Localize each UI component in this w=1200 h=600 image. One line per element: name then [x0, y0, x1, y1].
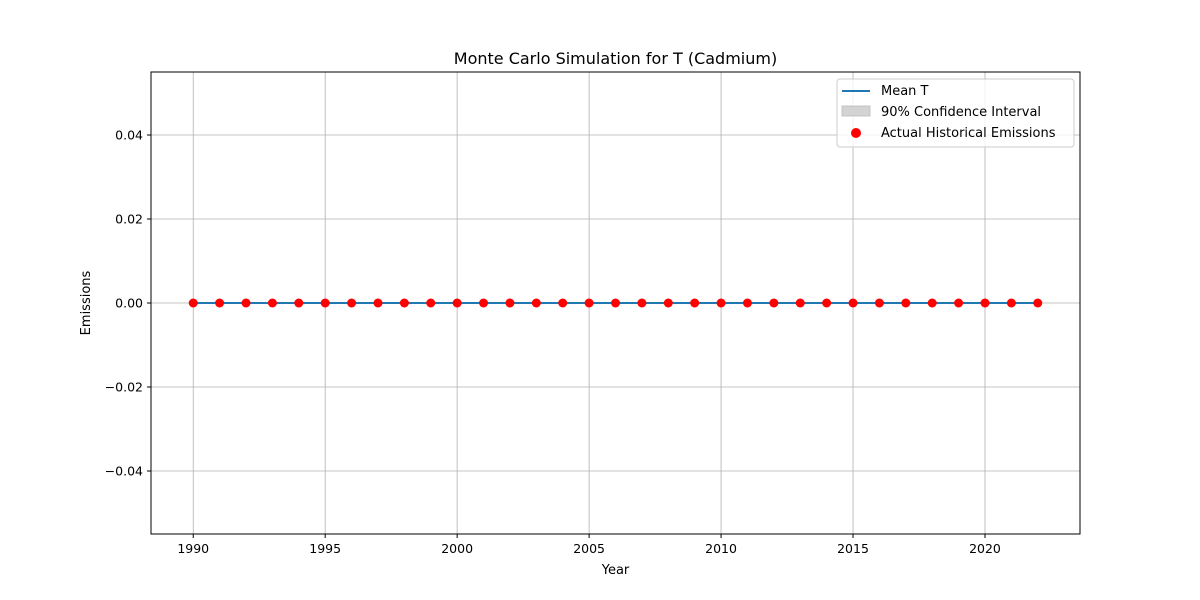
- legend-label-mean: Mean T: [881, 84, 929, 99]
- historical-emission-point: [373, 298, 383, 308]
- x-tick-label: 1995: [309, 541, 341, 556]
- legend-label-interval: 90% Confidence Interval: [881, 105, 1041, 120]
- historical-emission-point: [769, 298, 779, 308]
- legend-scatter-swatch: [851, 128, 861, 138]
- historical-emission-point: [399, 298, 409, 308]
- y-tick-label: 0.04: [115, 128, 143, 143]
- historical-emission-point: [663, 298, 673, 308]
- historical-emission-point: [980, 298, 990, 308]
- historical-emission-point: [637, 298, 647, 308]
- historical-emission-point: [347, 298, 357, 308]
- x-axis-ticks: 1990 1995 2000 2005 2010 2015 2020: [177, 534, 1001, 556]
- historical-emission-point: [690, 298, 700, 308]
- historical-emission-point: [795, 298, 805, 308]
- historical-points: [188, 298, 1043, 308]
- historical-emission-point: [848, 298, 858, 308]
- y-tick-label: 0.02: [115, 212, 143, 227]
- x-tick-label: 1990: [177, 541, 209, 556]
- y-tick-label: −0.02: [105, 380, 143, 395]
- historical-emission-point: [294, 298, 304, 308]
- chart-title: Monte Carlo Simulation for T (Cadmium): [454, 49, 777, 68]
- historical-emission-point: [927, 298, 937, 308]
- historical-emission-point: [241, 298, 251, 308]
- historical-emission-point: [452, 298, 462, 308]
- y-axis-label: Emissions: [79, 270, 94, 335]
- historical-emission-point: [505, 298, 515, 308]
- historical-emission-point: [531, 298, 541, 308]
- x-tick-label: 2020: [969, 541, 1001, 556]
- legend-box: [836, 78, 1075, 148]
- y-axis-ticks: −0.04 −0.02 0.00 0.02 0.04: [105, 128, 151, 479]
- x-tick-label: 2010: [705, 541, 737, 556]
- legend-band-swatch: [841, 105, 871, 117]
- historical-emission-point: [874, 298, 884, 308]
- legend: Mean T 90% Confidence Interval Actual Hi…: [836, 78, 1075, 148]
- legend-label-historical: Actual Historical Emissions: [881, 126, 1056, 141]
- x-tick-label: 2000: [441, 541, 473, 556]
- historical-emission-point: [558, 298, 568, 308]
- x-tick-label: 2015: [837, 541, 869, 556]
- historical-emission-point: [716, 298, 726, 308]
- historical-emission-point: [611, 298, 620, 308]
- historical-emission-point: [1006, 298, 1016, 308]
- historical-emission-point: [215, 298, 225, 308]
- historical-emission-point: [479, 298, 489, 308]
- historical-emission-point: [320, 298, 330, 308]
- x-tick-label: 2005: [573, 541, 605, 556]
- y-tick-label: 0.00: [115, 296, 143, 311]
- historical-emission-point: [584, 298, 594, 308]
- historical-emission-point: [426, 298, 436, 308]
- historical-emission-point: [188, 298, 198, 308]
- historical-emission-point: [901, 298, 911, 308]
- historical-emission-point: [742, 298, 752, 308]
- x-axis-label: Year: [601, 563, 630, 578]
- historical-emission-point: [1033, 298, 1043, 308]
- historical-emission-point: [954, 298, 964, 308]
- historical-emission-point: [267, 298, 277, 308]
- y-tick-label: −0.04: [105, 464, 143, 479]
- historical-emission-point: [822, 298, 832, 308]
